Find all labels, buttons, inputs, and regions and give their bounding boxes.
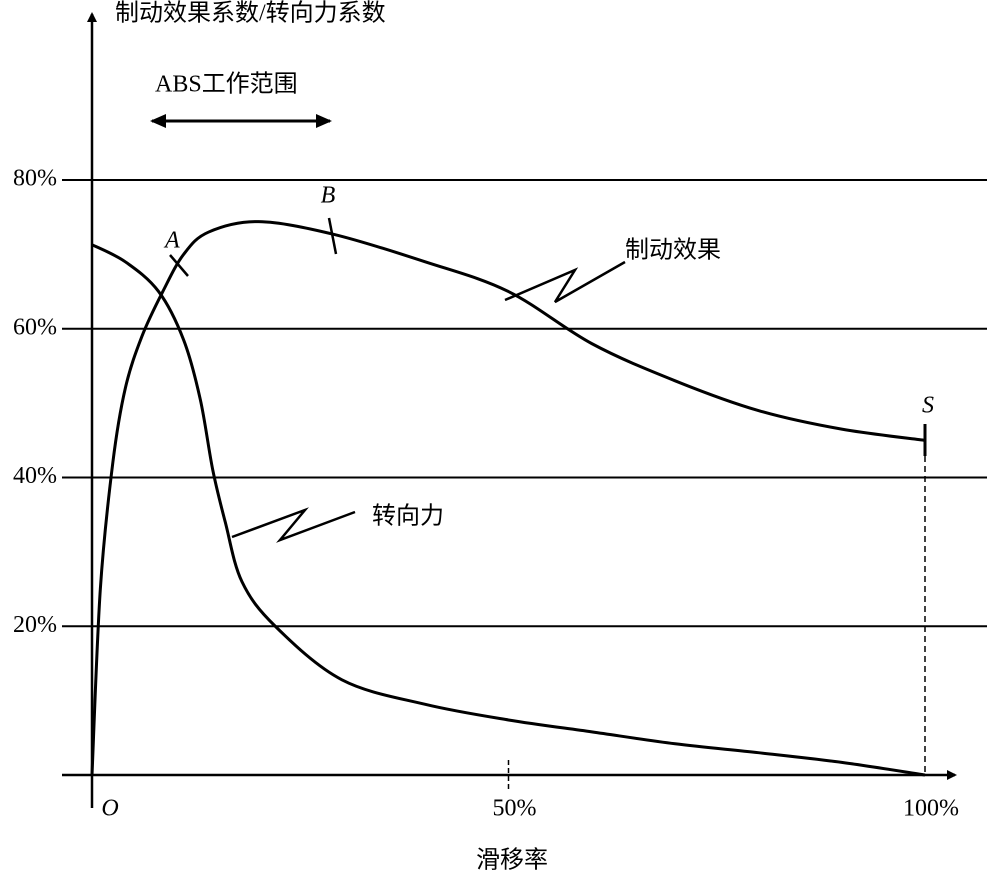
point-label: B (321, 183, 336, 209)
point-tick (169, 254, 189, 277)
series-label: 制动效果 (625, 237, 721, 264)
leader-line (231, 507, 356, 543)
series-line (91, 243, 926, 777)
leader-line (504, 260, 626, 304)
series-line (90, 220, 926, 776)
y-tick-label: 80% (13, 166, 57, 192)
series-label: 转向力 (372, 503, 444, 530)
x-axis-title: 滑移率 (476, 847, 548, 874)
x-tick-label: O (101, 796, 118, 822)
x-tick-label: 50% (493, 796, 537, 822)
y-tick-label: 40% (13, 463, 57, 489)
point-label: A (163, 228, 180, 254)
point-tick (327, 217, 338, 255)
y-axis-title: 制动效果系数/转向力系数 (115, 0, 386, 27)
point-label: S (922, 393, 934, 419)
y-tick-label: 20% (13, 612, 57, 638)
y-tick-label: 60% (13, 314, 57, 340)
grid (62, 179, 987, 628)
x-tick-label: 100% (903, 796, 959, 822)
abs-range-label: ABS工作范围 (155, 71, 298, 98)
